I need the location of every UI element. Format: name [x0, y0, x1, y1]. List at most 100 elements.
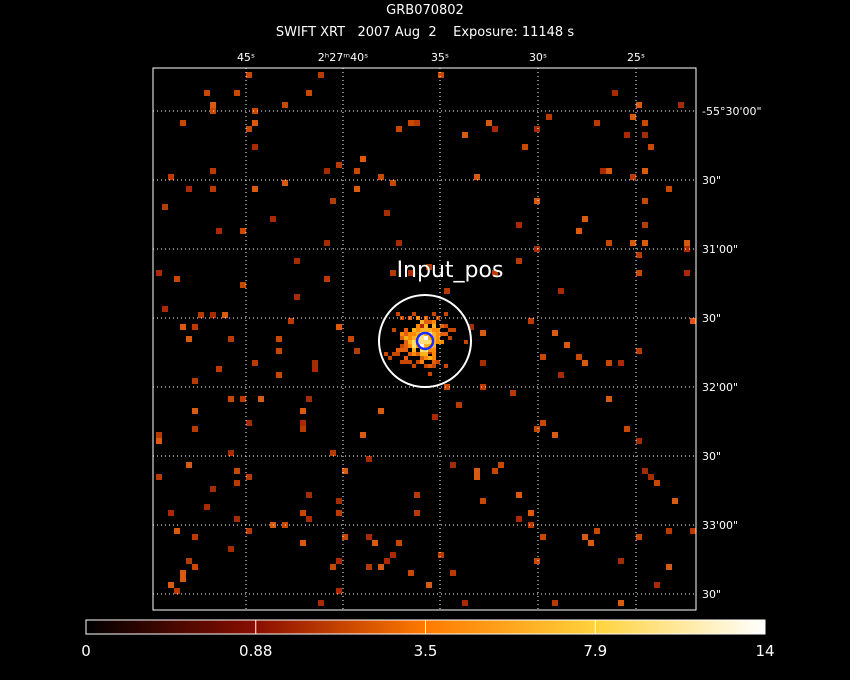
pixel: [424, 340, 428, 344]
pixel: [420, 324, 426, 330]
pixel: [432, 328, 436, 332]
pixel: [412, 352, 416, 356]
pixel: [408, 570, 414, 576]
pixel: [564, 342, 570, 348]
pixel: [424, 364, 428, 368]
pixel: [216, 366, 222, 372]
pixel: [618, 360, 624, 366]
pixel: [412, 336, 416, 340]
pixel: [432, 352, 436, 356]
pixel: [636, 102, 642, 108]
pixel: [404, 328, 408, 332]
colorbar-label: 3.5: [414, 642, 438, 660]
pixel: [408, 120, 414, 126]
pixel: [378, 408, 384, 414]
pixel: [436, 332, 440, 336]
pixel: [372, 540, 378, 546]
pixel: [468, 324, 474, 330]
pixel: [432, 356, 436, 360]
pixel: [510, 390, 516, 396]
ra-label: 45ˢ: [237, 51, 255, 64]
pixel: [424, 320, 428, 324]
pixel: [306, 90, 312, 96]
pixel: [516, 222, 522, 228]
pixel: [412, 364, 416, 368]
pixel: [558, 288, 564, 294]
pixel: [436, 336, 440, 340]
pixel: [396, 352, 400, 356]
pixel: [528, 510, 534, 516]
subtitle: SWIFT XRT 2007 Aug 2 Exposure: 11148 s: [276, 25, 574, 40]
pixel: [342, 534, 348, 540]
colorbar-label: 0: [81, 642, 91, 660]
pixel: [424, 336, 428, 340]
pixel: [690, 528, 696, 534]
pixel: [606, 168, 612, 174]
pixel: [636, 534, 642, 540]
pixel: [432, 336, 436, 340]
pixel: [424, 344, 428, 348]
pixel: [204, 504, 210, 510]
pixel: [474, 468, 480, 474]
dec-label: 31'00": [702, 243, 738, 256]
pixel: [360, 432, 366, 438]
pixel: [288, 318, 294, 324]
dec-label: 30": [702, 450, 721, 463]
pixel: [480, 384, 486, 390]
pixel: [396, 312, 400, 316]
pixel: [318, 72, 324, 78]
pixel: [448, 336, 452, 340]
pixel: [432, 332, 436, 336]
pixel: [420, 328, 424, 332]
pixel: [252, 108, 258, 114]
pixel: [420, 344, 424, 348]
pixel: [612, 90, 618, 96]
pixel: [210, 102, 216, 108]
pixel: [432, 324, 436, 328]
pixel: [576, 228, 582, 234]
pixel: [228, 336, 234, 342]
pixel: [540, 354, 546, 360]
pixel: [416, 360, 420, 364]
pixel: [452, 328, 456, 332]
pixel: [534, 426, 540, 432]
pixel: [516, 492, 522, 498]
ra-label: 35ˢ: [431, 51, 449, 64]
pixel: [424, 328, 428, 332]
pixel: [642, 168, 648, 174]
pixel: [400, 360, 404, 364]
pixel: [642, 222, 648, 228]
pixel: [444, 332, 448, 336]
pixel: [300, 510, 306, 516]
pixel: [420, 356, 424, 360]
pixel: [306, 492, 312, 498]
dec-label: 32'00": [702, 381, 738, 394]
annotation: Input_pos: [397, 258, 504, 283]
pixel: [630, 174, 636, 180]
pixel: [336, 498, 342, 504]
pixel: [312, 360, 318, 366]
pixel: [234, 468, 240, 474]
pixel: [168, 510, 174, 516]
pixel: [414, 120, 420, 126]
pixel: [426, 264, 432, 270]
pixel: [416, 332, 420, 336]
pixel: [420, 360, 424, 364]
dec-label: -55°30'00": [702, 105, 762, 118]
pixel: [384, 352, 388, 356]
pixel: [228, 546, 234, 552]
pixel: [432, 414, 438, 420]
pixel: [300, 426, 306, 432]
pixel: [384, 210, 390, 216]
pixel: [666, 186, 672, 192]
pixel: [428, 320, 432, 324]
pixel: [436, 328, 440, 332]
pixel: [366, 456, 372, 462]
pixel: [252, 144, 258, 150]
pixel: [396, 348, 400, 352]
pixel: [522, 144, 528, 150]
pixel: [252, 120, 258, 126]
pixel: [630, 114, 636, 120]
ra-label: 30ˢ: [529, 51, 547, 64]
